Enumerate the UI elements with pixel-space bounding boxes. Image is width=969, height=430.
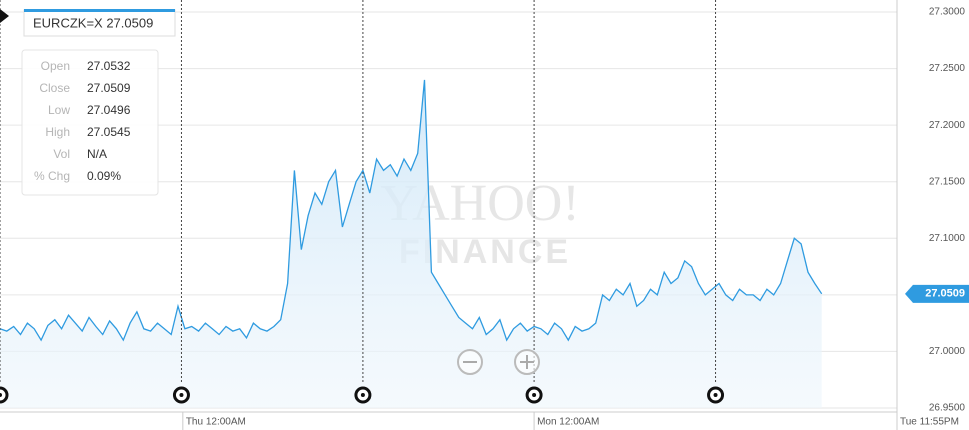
last-price-tag (905, 284, 969, 303)
x-tick-label: Mon 12:00AM (537, 417, 599, 428)
symbol-title: EURCZK=X 27.0509 (33, 15, 153, 30)
y-tick-label: 27.2500 (929, 63, 966, 74)
y-tick-label: 27.3000 (929, 7, 966, 18)
collapse-arrow[interactable] (0, 9, 9, 23)
info-label: Vol (53, 147, 70, 161)
y-tick-label: 27.1000 (929, 233, 966, 244)
event-marker-dot (179, 393, 184, 397)
info-label: Open (41, 59, 70, 73)
y-tick-label: 27.0000 (929, 346, 966, 357)
x-tick-label: Thu 12:00AM (186, 417, 246, 428)
info-value: 27.0545 (87, 125, 131, 139)
info-label: % Chg (34, 169, 70, 183)
info-value: 27.0509 (87, 81, 131, 95)
x-tick-label: Tue 11:55PM (900, 417, 959, 428)
info-label: Close (39, 81, 70, 95)
y-tick-label: 27.2000 (929, 120, 966, 131)
last-price-label: 27.0509 (925, 288, 965, 300)
event-marker-dot (532, 393, 537, 397)
price-area (0, 79, 822, 409)
event-marker-dot (360, 393, 365, 397)
info-value: 27.0496 (87, 103, 131, 117)
zoom-in[interactable] (514, 349, 540, 375)
info-label: High (45, 125, 70, 139)
info-label: Low (48, 103, 70, 117)
y-tick-label: 27.1500 (929, 176, 966, 187)
info-value: 27.0532 (87, 59, 131, 73)
event-marker-dot (0, 393, 2, 397)
zoom-out[interactable] (457, 349, 483, 375)
info-value: N/A (87, 147, 107, 161)
event-marker (0, 386, 9, 404)
info-value: 0.09% (87, 169, 121, 183)
event-marker-dot (713, 393, 718, 397)
symbol-bar (24, 9, 175, 12)
y-tick-label: 26.9500 (929, 403, 966, 414)
info-panel (21, 49, 159, 196)
price-line (0, 79, 823, 342)
